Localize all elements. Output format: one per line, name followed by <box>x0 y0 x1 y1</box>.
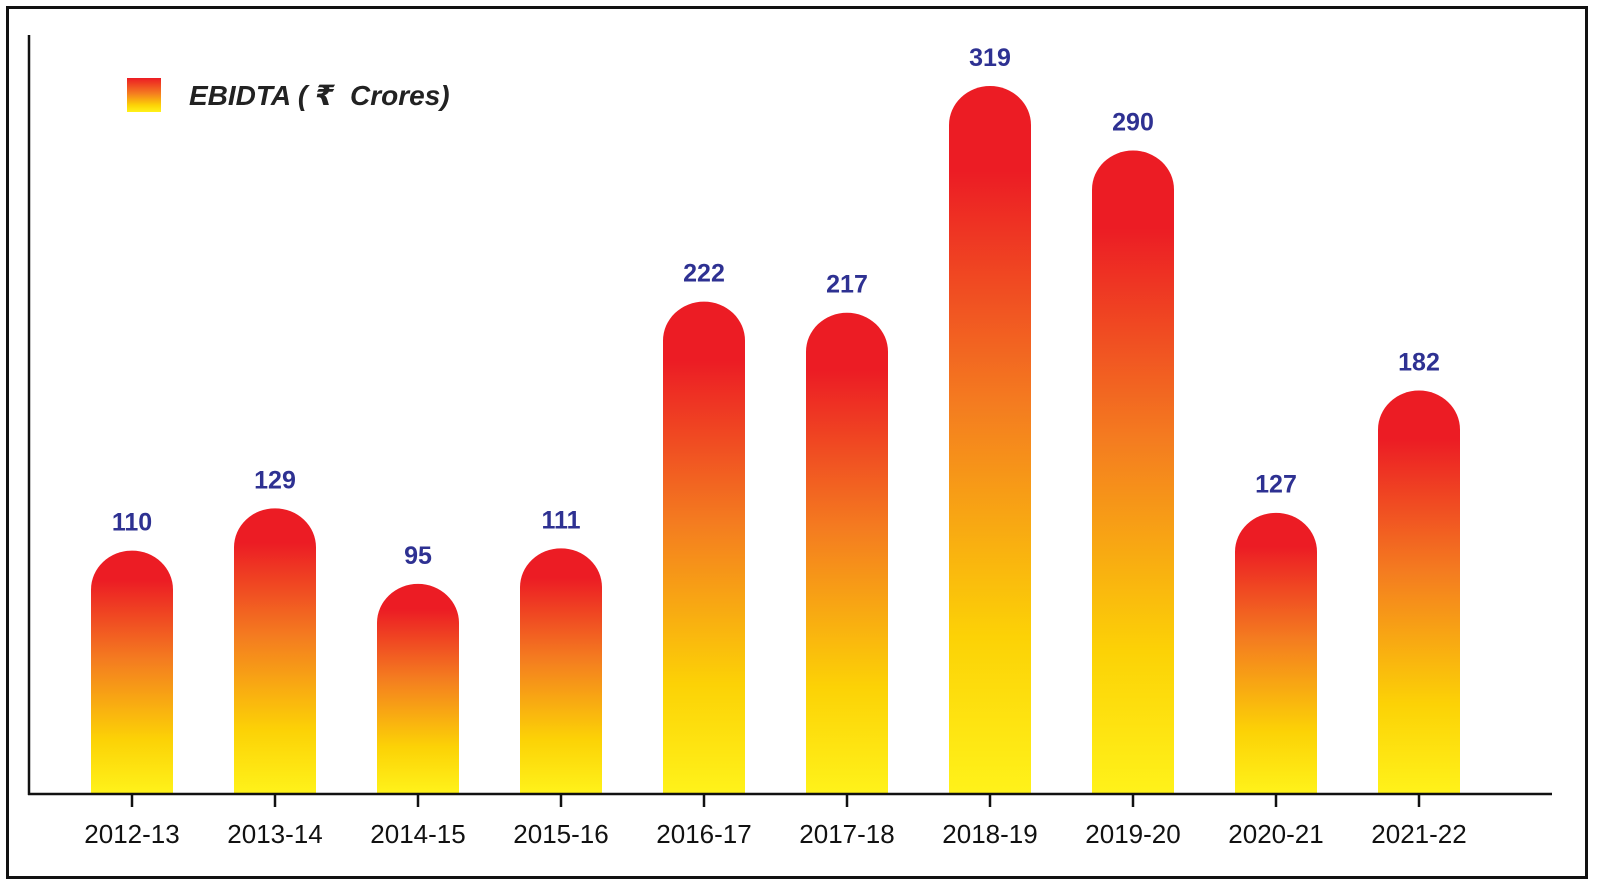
x-tick-label-2013-14: 2013-14 <box>227 819 322 849</box>
data-label-2016-17: 222 <box>683 260 725 288</box>
data-label-2020-21: 127 <box>1255 471 1297 499</box>
data-label-2019-20: 290 <box>1112 108 1154 136</box>
data-labels-group: 110 129 95 111 222 217 319 290 127 182 <box>112 44 1440 570</box>
data-label-2013-14: 129 <box>254 466 296 494</box>
data-label-2021-22: 182 <box>1398 348 1440 376</box>
data-label-2015-16: 111 <box>542 506 581 534</box>
x-tick-label-2016-17: 2016-17 <box>656 819 751 849</box>
data-label-2014-15: 95 <box>404 542 432 570</box>
x-tick-label-2020-21: 2020-21 <box>1228 819 1323 849</box>
x-tick-label-2017-18: 2017-18 <box>799 819 894 849</box>
bar-2016-17 <box>662 301 745 793</box>
data-label-2012-13: 110 <box>112 509 152 537</box>
bar-2018-19 <box>949 86 1031 794</box>
legend: EBIDTA ( ₹ Crores) <box>127 78 450 112</box>
legend-label: EBIDTA ( ₹ Crores) <box>189 79 450 111</box>
bar-2020-21 <box>1235 512 1317 793</box>
bar-2012-13 <box>91 550 173 793</box>
bar-2014-15 <box>377 583 459 793</box>
bar-2015-16 <box>520 548 602 793</box>
data-label-2017-18: 217 <box>826 271 868 299</box>
bar-2013-14 <box>234 508 316 793</box>
bars-group <box>91 86 1460 794</box>
x-tick-label-2014-15: 2014-15 <box>370 819 465 849</box>
x-tick-label-2015-16: 2015-16 <box>513 819 608 849</box>
x-tick-label-2021-22: 2021-22 <box>1371 819 1466 849</box>
legend-swatch <box>127 78 161 112</box>
bar-2017-18 <box>806 312 888 793</box>
x-tick-label-2018-19: 2018-19 <box>942 819 1037 849</box>
data-label-2018-19: 319 <box>969 44 1011 72</box>
x-tick-labels-group: 2012-13 2013-14 2014-15 2015-16 2016-17 2017-… <box>84 819 1466 849</box>
bar-2019-20 <box>1092 150 1174 794</box>
bar-2021-22 <box>1378 390 1460 793</box>
x-ticks-group <box>130 793 1421 807</box>
x-tick-label-2019-20: 2019-20 <box>1085 819 1180 849</box>
x-tick-label-2012-13: 2012-13 <box>84 819 179 849</box>
